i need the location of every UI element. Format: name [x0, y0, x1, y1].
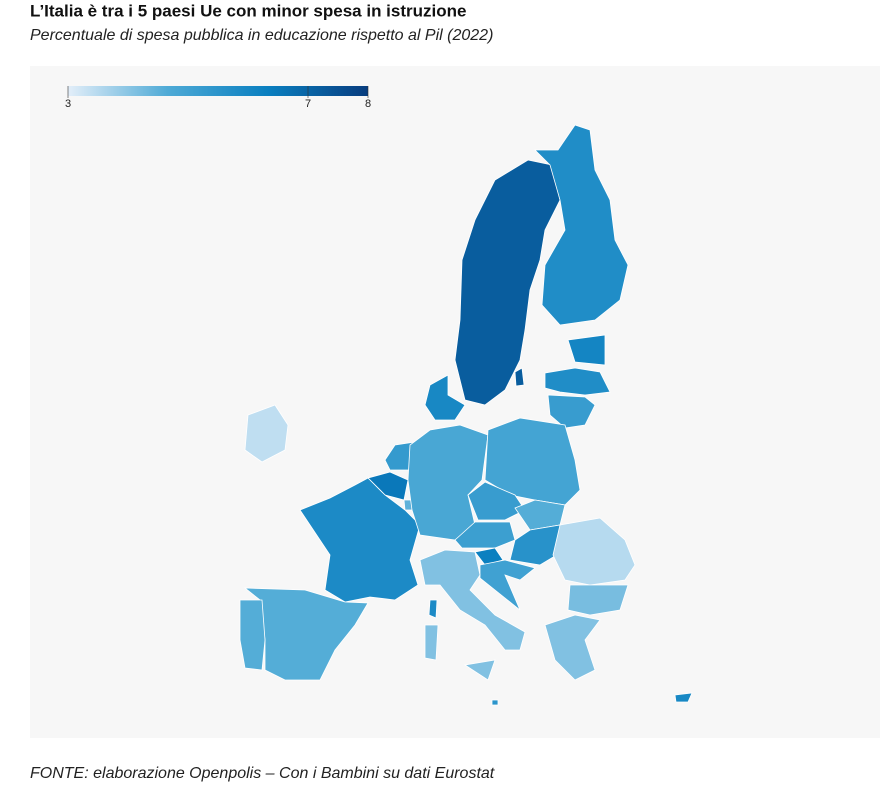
country — [454, 159, 561, 406]
country — [534, 124, 629, 326]
country — [239, 599, 266, 671]
legend-color-bar — [68, 86, 368, 96]
country — [491, 699, 499, 706]
country — [544, 367, 611, 396]
country — [419, 549, 526, 681]
country — [384, 441, 416, 471]
map — [239, 124, 693, 706]
country — [567, 584, 629, 616]
country — [424, 374, 466, 421]
legend-tick-label: 3 — [65, 98, 71, 110]
country — [544, 614, 601, 681]
country — [547, 394, 596, 429]
chart-subtitle: Percentuale di spesa pubblica in educazi… — [30, 27, 493, 44]
country — [407, 424, 489, 541]
source-note: FONTE: elaborazione Openpolis – Con i Ba… — [30, 765, 495, 782]
country — [479, 559, 536, 611]
country — [299, 477, 438, 619]
country — [514, 499, 566, 531]
country — [244, 404, 289, 463]
legend-tick-label: 7 — [305, 98, 311, 110]
country — [552, 517, 636, 586]
chart-title: L’Italia è tra i 5 paesi Ue con minor sp… — [30, 1, 466, 20]
country — [674, 692, 693, 703]
country — [567, 334, 606, 366]
legend-tick-label: 8 — [365, 98, 371, 110]
